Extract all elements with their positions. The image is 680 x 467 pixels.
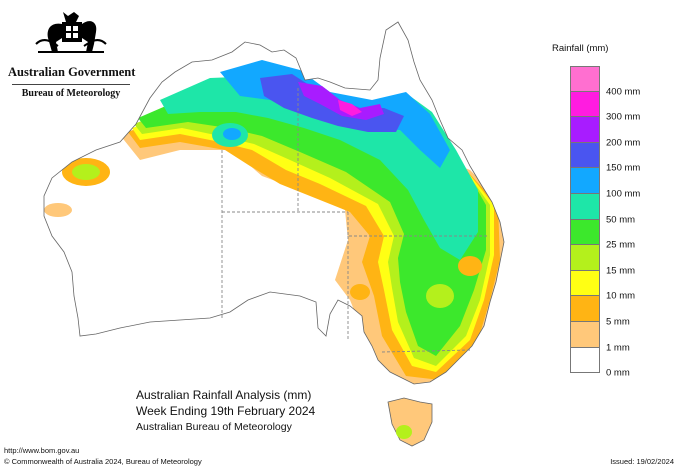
- legend-title: Rainfall (mm): [552, 43, 609, 54]
- legend-swatch: [570, 219, 600, 246]
- legend-swatch: [570, 245, 600, 271]
- org-divider: [12, 84, 130, 85]
- legend-swatch: [570, 194, 600, 220]
- legend-label: 400 mm: [606, 86, 641, 98]
- bom-url: http://www.bom.gov.au: [4, 446, 80, 455]
- legend-swatch: [570, 347, 600, 374]
- coat-of-arms-icon: [35, 12, 107, 53]
- legend-label: 200 mm: [606, 137, 641, 149]
- legend-label: 300 mm: [606, 111, 641, 123]
- legend-swatch: [570, 66, 600, 92]
- legend-label: 25 mm: [606, 239, 636, 251]
- map-title: Australian Rainfall Analysis (mm) Week E…: [136, 387, 315, 435]
- legend-label: 50 mm: [606, 214, 636, 226]
- legend-label: 10 mm: [606, 290, 636, 302]
- legend-swatch: [570, 91, 600, 118]
- legend-label: 0 mm: [606, 367, 630, 379]
- qld-nsw-border: [347, 212, 488, 237]
- title-line3: Australian Bureau of Meteorology: [136, 421, 292, 433]
- legend-swatch: [570, 168, 600, 194]
- legend-swatch: [570, 117, 600, 143]
- issued-date: Issued: 19/02/2024: [610, 457, 674, 466]
- rain-zone-400mm: [338, 100, 362, 116]
- government-branding: Australian Government Bureau of Meteorol…: [8, 8, 136, 99]
- bureau-name: Bureau of Meteorology: [21, 88, 121, 99]
- title-line2: Week Ending 19th February 2024: [136, 404, 316, 418]
- title-line1: Australian Rainfall Analysis (mm): [136, 388, 312, 402]
- legend-swatch: [570, 142, 600, 169]
- copyright: © Commonwealth of Australia 2024, Bureau…: [4, 457, 202, 466]
- legend-label: 15 mm: [606, 265, 636, 277]
- org-name: Australian Government: [8, 65, 136, 79]
- legend-label: 5 mm: [606, 316, 630, 328]
- legend-swatch: [570, 322, 600, 348]
- legend-swatch: [570, 270, 600, 297]
- legend-label: 1 mm: [606, 342, 630, 354]
- legend-label: 100 mm: [606, 188, 641, 200]
- tasmania: [387, 397, 433, 447]
- legend-label: 150 mm: [606, 162, 641, 174]
- legend-swatch: [570, 296, 600, 322]
